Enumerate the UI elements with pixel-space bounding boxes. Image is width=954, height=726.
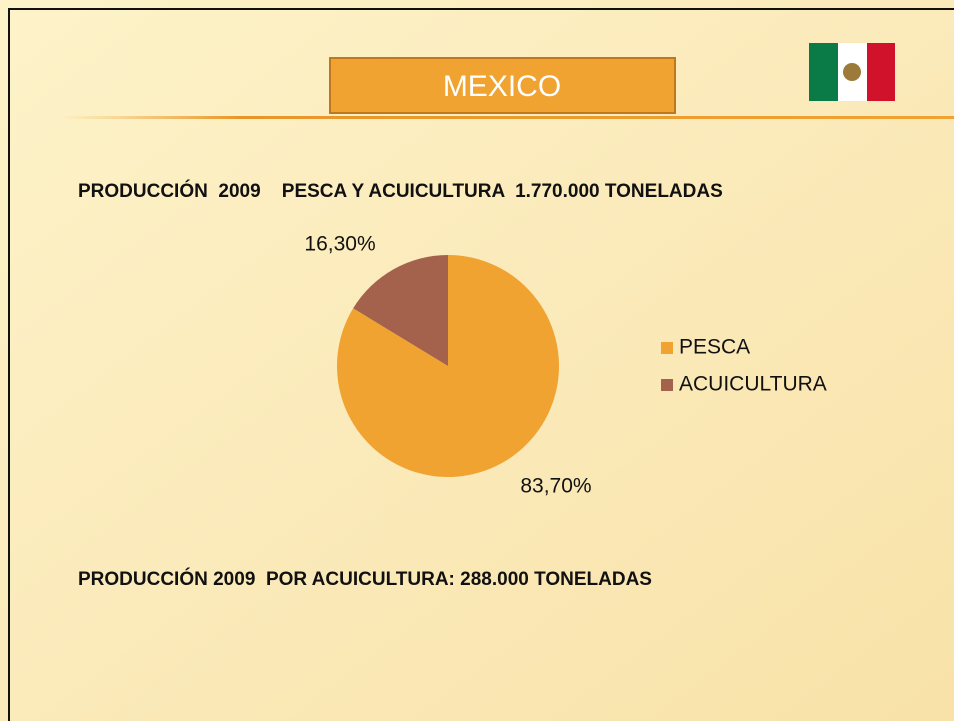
flag — [809, 43, 895, 101]
annotation: PRODUCCIÓN 2009 POR ACUICULTURA: 288.000… — [78, 568, 652, 590]
title-box — [329, 57, 676, 114]
divider — [60, 116, 954, 119]
legend-label: PESCA — [679, 336, 750, 359]
data-label: 83,70% — [520, 474, 591, 497]
data-label: 16,30% — [304, 233, 375, 256]
pie-slice — [353, 255, 448, 366]
annotation: PRODUCCIÓN 2009 PESCA Y ACUICULTURA 1.77… — [78, 180, 723, 202]
title: MEXICO — [443, 70, 561, 103]
legend-swatch — [661, 342, 673, 354]
legend-swatch — [661, 379, 673, 391]
frame — [8, 8, 954, 721]
legend-label: ACUICULTURA — [679, 373, 827, 396]
